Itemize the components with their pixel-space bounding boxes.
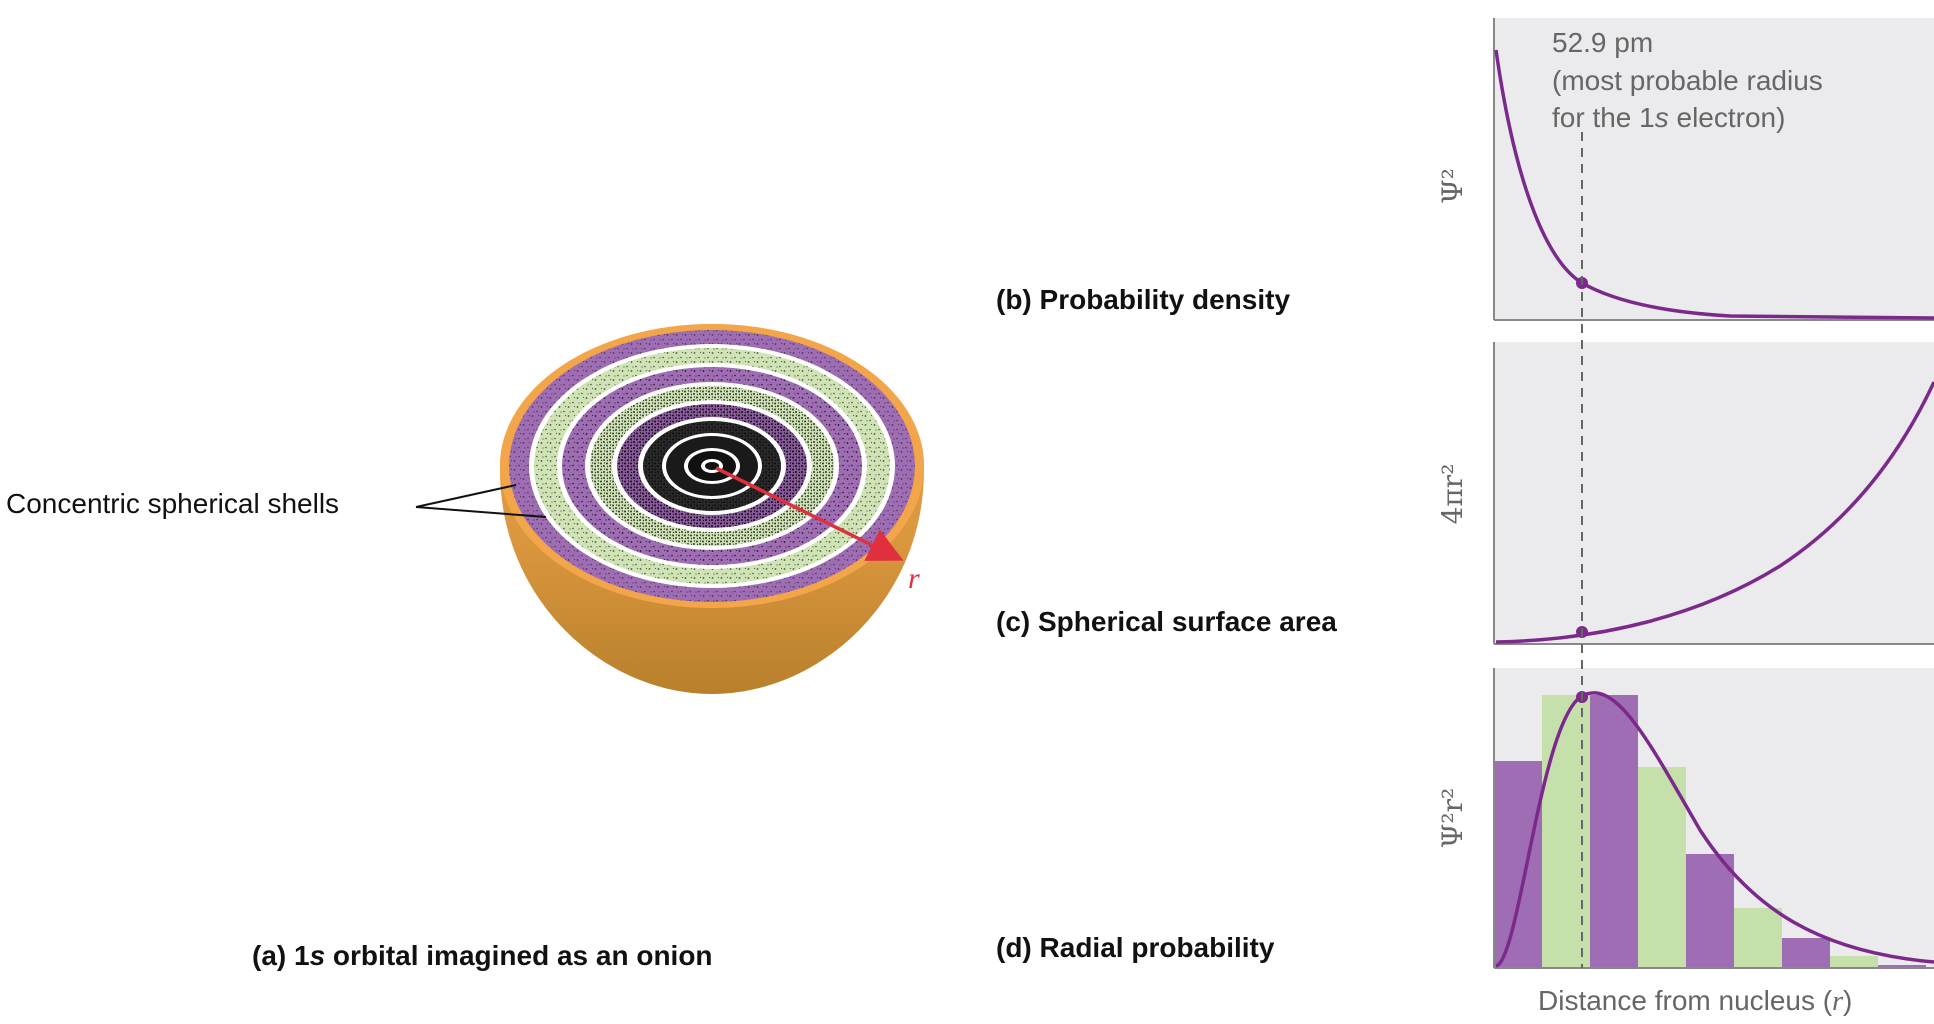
annotation-line-1: 52.9 pm	[1552, 27, 1653, 58]
shell-pointer-upper	[415, 484, 517, 508]
caption-d: (d) Radial probability	[996, 932, 1275, 963]
y-label-b: Ψ²	[1436, 168, 1469, 204]
plot-background-c	[1493, 342, 1934, 644]
radial-bar	[1494, 761, 1542, 968]
plot-background-b	[1493, 18, 1934, 320]
radial-bars	[1494, 695, 1926, 968]
y-label-c: 4πr²	[1436, 464, 1469, 525]
annotation-most-probable-radius: 52.9 pm (most probable radius for the 1s…	[1552, 27, 1823, 133]
panel-radial-probability: Ψ²r² Distance from nucleus (r)	[1436, 668, 1934, 1017]
radial-bar	[1830, 956, 1878, 968]
panel-spherical-surface-area: 4πr²	[1436, 342, 1934, 645]
annotation-line-3: for the 1s electron)	[1552, 102, 1785, 133]
shell-label: Concentric spherical shells	[6, 488, 340, 519]
radial-bar	[1638, 767, 1686, 968]
radial-bar	[1878, 965, 1926, 968]
annotation-line-2: (most probable radius	[1552, 65, 1823, 96]
radius-arrow	[715, 466, 904, 561]
radial-bar	[1542, 695, 1590, 968]
panel-probability-density: Ψ²	[1436, 18, 1934, 321]
radial-bar	[1686, 854, 1734, 968]
radial-bar	[1590, 695, 1638, 968]
radial-bar	[1782, 938, 1830, 968]
radial-curve	[1494, 691, 1934, 968]
caption-c: (c) Spherical surface area	[996, 606, 1337, 637]
caption-b: (b) Probability density	[996, 284, 1291, 315]
onion-illustration: r	[415, 324, 924, 694]
caption-a: (a) 1s orbital imagined as an onion	[252, 940, 713, 971]
y-label-d: Ψ²r²	[1436, 788, 1469, 848]
shell-pointer-lower	[415, 506, 547, 518]
radial-bar	[1734, 908, 1782, 968]
x-axis-label: Distance from nucleus (r)	[1538, 985, 1852, 1017]
radius-label: r	[908, 562, 920, 595]
onion-cross-section	[509, 330, 915, 602]
